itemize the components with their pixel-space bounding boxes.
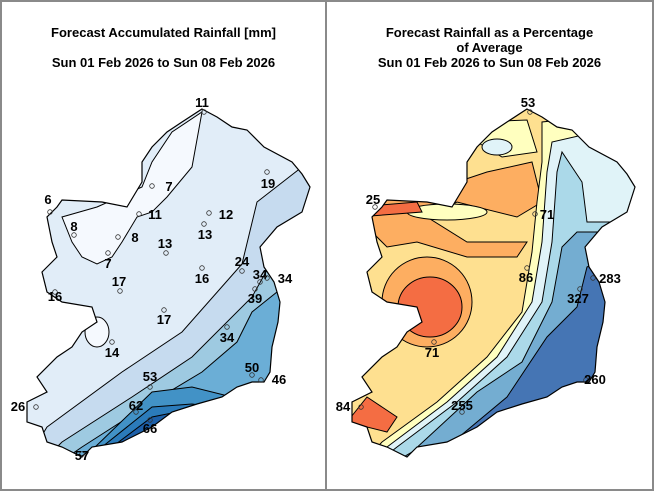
station-value: 24 — [235, 254, 250, 269]
station-value: 16 — [195, 271, 209, 286]
percentage-of-average-map: 53 25 71 86 283 327 71 260 84 255 — [336, 95, 636, 458]
station-marker — [249, 372, 255, 378]
station-value: 13 — [198, 227, 212, 242]
percentage-of-average-panel: Forecast Rainfall as a Percentage of Ave… — [325, 0, 654, 491]
station-value: 62 — [129, 398, 143, 413]
station-value: 7 — [165, 179, 172, 194]
station-marker — [239, 268, 245, 274]
station-value: 50 — [245, 360, 259, 375]
station-marker — [201, 221, 207, 227]
station-marker — [47, 209, 53, 215]
station-marker — [590, 275, 596, 281]
station-marker — [163, 250, 169, 256]
station-value: 53 — [521, 95, 535, 110]
station-value: 71 — [540, 207, 554, 222]
station-marker — [199, 265, 205, 271]
station-marker — [577, 286, 583, 292]
accumulated-rainfall-panel: Forecast Accumulated Rainfall [mm] Sun 0… — [0, 0, 327, 491]
station-value: 255 — [451, 398, 473, 413]
station-marker — [201, 109, 207, 115]
station-value: 8 — [70, 219, 77, 234]
station-value: 57 — [75, 448, 89, 463]
station-value: 12 — [219, 207, 233, 222]
station-value: 14 — [105, 345, 120, 360]
station-value: 16 — [48, 289, 62, 304]
station-marker — [133, 409, 139, 415]
station-value: 17 — [112, 274, 126, 289]
station-value: 53 — [143, 369, 157, 384]
station-marker — [115, 234, 121, 240]
station-value: 25 — [366, 192, 380, 207]
station-value: 6 — [44, 192, 51, 207]
station-value: 46 — [272, 372, 286, 387]
station-value: 84 — [336, 399, 351, 414]
station-marker — [264, 275, 270, 281]
station-marker — [206, 210, 212, 216]
contour-band — [397, 276, 463, 338]
station-marker — [524, 265, 530, 271]
station-marker — [105, 250, 111, 256]
station-marker — [257, 279, 263, 285]
station-marker — [136, 211, 142, 217]
station-marker — [258, 377, 264, 383]
station-value: 7 — [104, 256, 111, 271]
station-value: 71 — [425, 345, 439, 360]
station-value: 11 — [195, 95, 209, 110]
right-date-range: Sun 01 Feb 2026 to Sun 08 Feb 2026 — [377, 55, 602, 70]
station-value: 34 — [253, 267, 268, 282]
right-title-line2: of Average — [456, 40, 523, 55]
coastline — [351, 108, 636, 458]
station-value: 66 — [143, 421, 157, 436]
station-marker — [149, 183, 155, 189]
station-marker — [264, 169, 270, 175]
station-marker — [224, 324, 230, 330]
station-value: 13 — [158, 236, 172, 251]
station-value: 19 — [261, 176, 275, 191]
station-value: 17 — [157, 312, 171, 327]
left-date-range: Sun 01 Feb 2026 to Sun 08 Feb 2026 — [51, 55, 276, 70]
left-title: Forecast Accumulated Rainfall [mm] — [51, 25, 276, 40]
station-marker — [431, 339, 437, 345]
station-marker — [372, 204, 378, 210]
station-value: 26 — [11, 399, 25, 414]
station-value: 283 — [599, 271, 621, 286]
station-marker — [161, 307, 167, 313]
contour-band — [481, 138, 513, 156]
station-value: 86 — [519, 270, 533, 285]
station-value: 34 — [220, 330, 235, 345]
station-value: 327 — [567, 291, 589, 306]
station-marker — [147, 417, 153, 423]
station-marker — [117, 288, 123, 294]
station-marker — [358, 404, 364, 410]
station-marker — [109, 339, 115, 345]
station-marker — [79, 451, 85, 457]
contour-band — [352, 396, 398, 433]
station-value: 11 — [148, 207, 162, 222]
station-marker — [71, 232, 77, 238]
right-title: Forecast Rainfall as a Percentage — [385, 25, 594, 40]
station-marker — [33, 404, 39, 410]
station-value: 260 — [584, 372, 606, 387]
station-value: 39 — [248, 291, 262, 306]
station-marker — [252, 286, 258, 292]
station-marker — [532, 211, 538, 217]
contour-band — [61, 110, 203, 265]
station-value: 8 — [131, 230, 138, 245]
coastline — [26, 108, 311, 458]
station-marker — [527, 109, 533, 115]
station-marker — [52, 289, 58, 295]
station-marker — [459, 409, 465, 415]
station-value: 34 — [278, 271, 293, 286]
station-marker — [147, 384, 153, 390]
station-marker — [583, 377, 589, 383]
contour-band — [366, 161, 543, 258]
